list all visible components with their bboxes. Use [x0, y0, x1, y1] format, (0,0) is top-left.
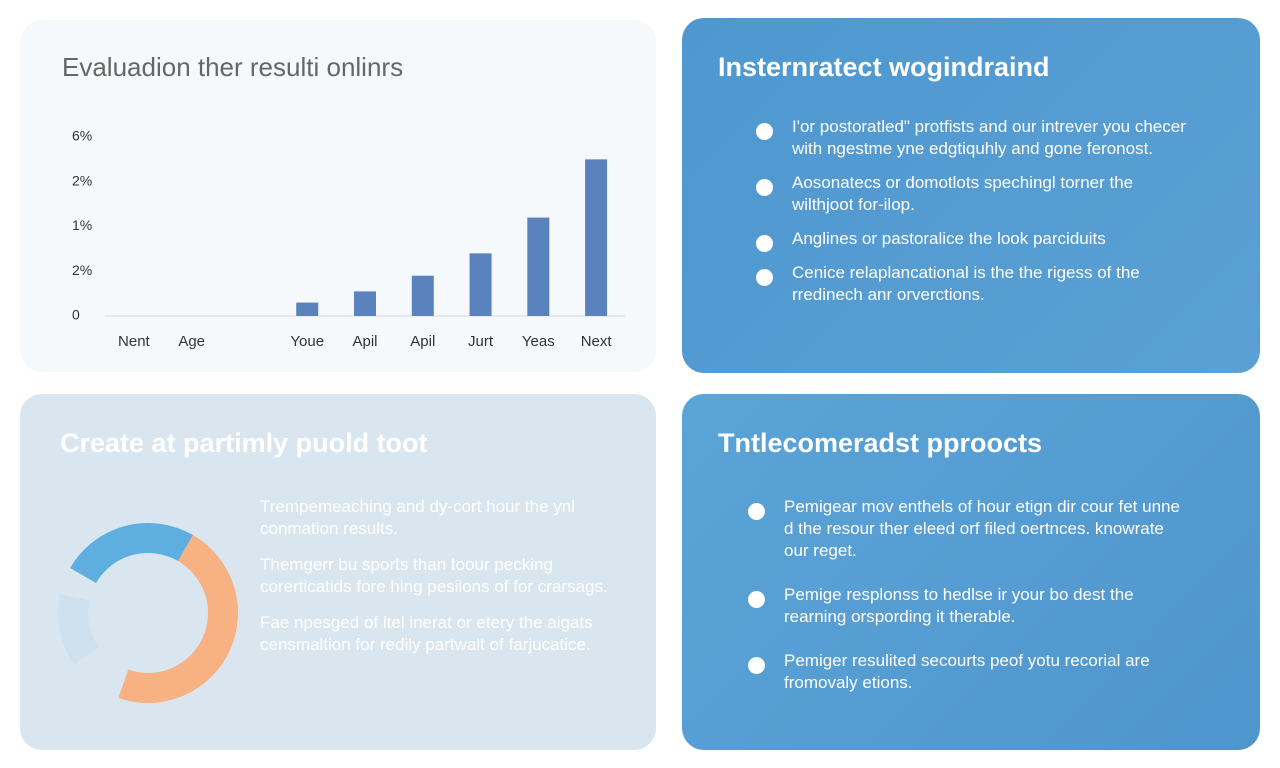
list-item: Cenice relaplancational is the the riges… — [756, 262, 1192, 306]
donut-segment — [118, 535, 238, 703]
bar-chart: Evaluadion ther resulti onlinrs 0 2% 1% 2% 6… — [62, 52, 625, 350]
list-item: Pemigear mov enthels of hour etign dir c… — [748, 496, 1184, 562]
donut-segment — [70, 523, 193, 584]
list-item: Fae npesged of ltel inerat or etery the … — [260, 613, 593, 654]
list-item: I'or postoratled" protfists and our intr… — [756, 116, 1192, 160]
x-tick-label: Jurt — [468, 333, 494, 350]
x-tick-label: Age — [178, 333, 205, 350]
x-tick-label: Apil — [410, 333, 435, 350]
donut-panel: Create at partimly puold toot Trempemeac… — [20, 394, 656, 750]
text-list: Trempemeaching and dy-cort hour the ynl … — [260, 496, 610, 670]
bar — [527, 217, 550, 316]
bar — [469, 253, 492, 316]
list-item: Themgerr bu sports than toour pecking co… — [260, 555, 608, 596]
x-tick-label: Youe — [290, 333, 324, 350]
list-item: Trempemeaching and dy-cort hour the ynl … — [260, 497, 575, 538]
chart-title: Evaluadion ther resulti onlinrs — [62, 52, 403, 82]
y-tick-label: 2% — [72, 172, 92, 188]
list-item: Pemiger resulited secourts peof yotu rec… — [748, 650, 1184, 694]
chart-panel: Evaluadion ther resulti onlinrs 0 2% 1% 2% 6… — [20, 20, 656, 372]
x-tick-label: Yeas — [522, 333, 555, 350]
panel-title: Insternratect wogindraind — [718, 52, 1050, 82]
products-panel: Tntlecomeradst pproocts Pemigear mov ent… — [682, 394, 1260, 750]
y-tick-label: 6% — [72, 128, 92, 144]
x-tick-label: Apil — [352, 333, 377, 350]
y-tick-label: 1% — [72, 217, 92, 233]
x-tick-label: Next — [581, 333, 613, 350]
list-item: Pemige resplonss to hedlse ir your bo de… — [748, 584, 1184, 628]
bullet-list: Pemigear mov enthels of hour etign dir c… — [748, 496, 1184, 716]
bar — [411, 275, 434, 316]
donut-chart — [58, 523, 238, 703]
y-tick-label: 2% — [72, 262, 92, 278]
bar — [354, 291, 376, 316]
bar — [585, 159, 608, 316]
list-item: Aosonatecs or domotlots spechingl torner… — [756, 172, 1192, 216]
donut-segment — [58, 594, 100, 665]
bar — [296, 302, 319, 316]
panel-title: Tntlecomeradst pproocts — [718, 428, 1043, 458]
bullet-list: I'or postoratled" protfists and our intr… — [756, 116, 1192, 318]
y-tick-label: 0 — [72, 307, 80, 323]
x-tick-label: Nent — [118, 333, 151, 350]
info-panel: Insternratect wogindraind I'or postoratl… — [682, 18, 1260, 373]
list-item: Anglines or pastoralice the look parcidu… — [756, 228, 1192, 252]
panel-title: Create at partimly puold toot — [60, 428, 428, 458]
